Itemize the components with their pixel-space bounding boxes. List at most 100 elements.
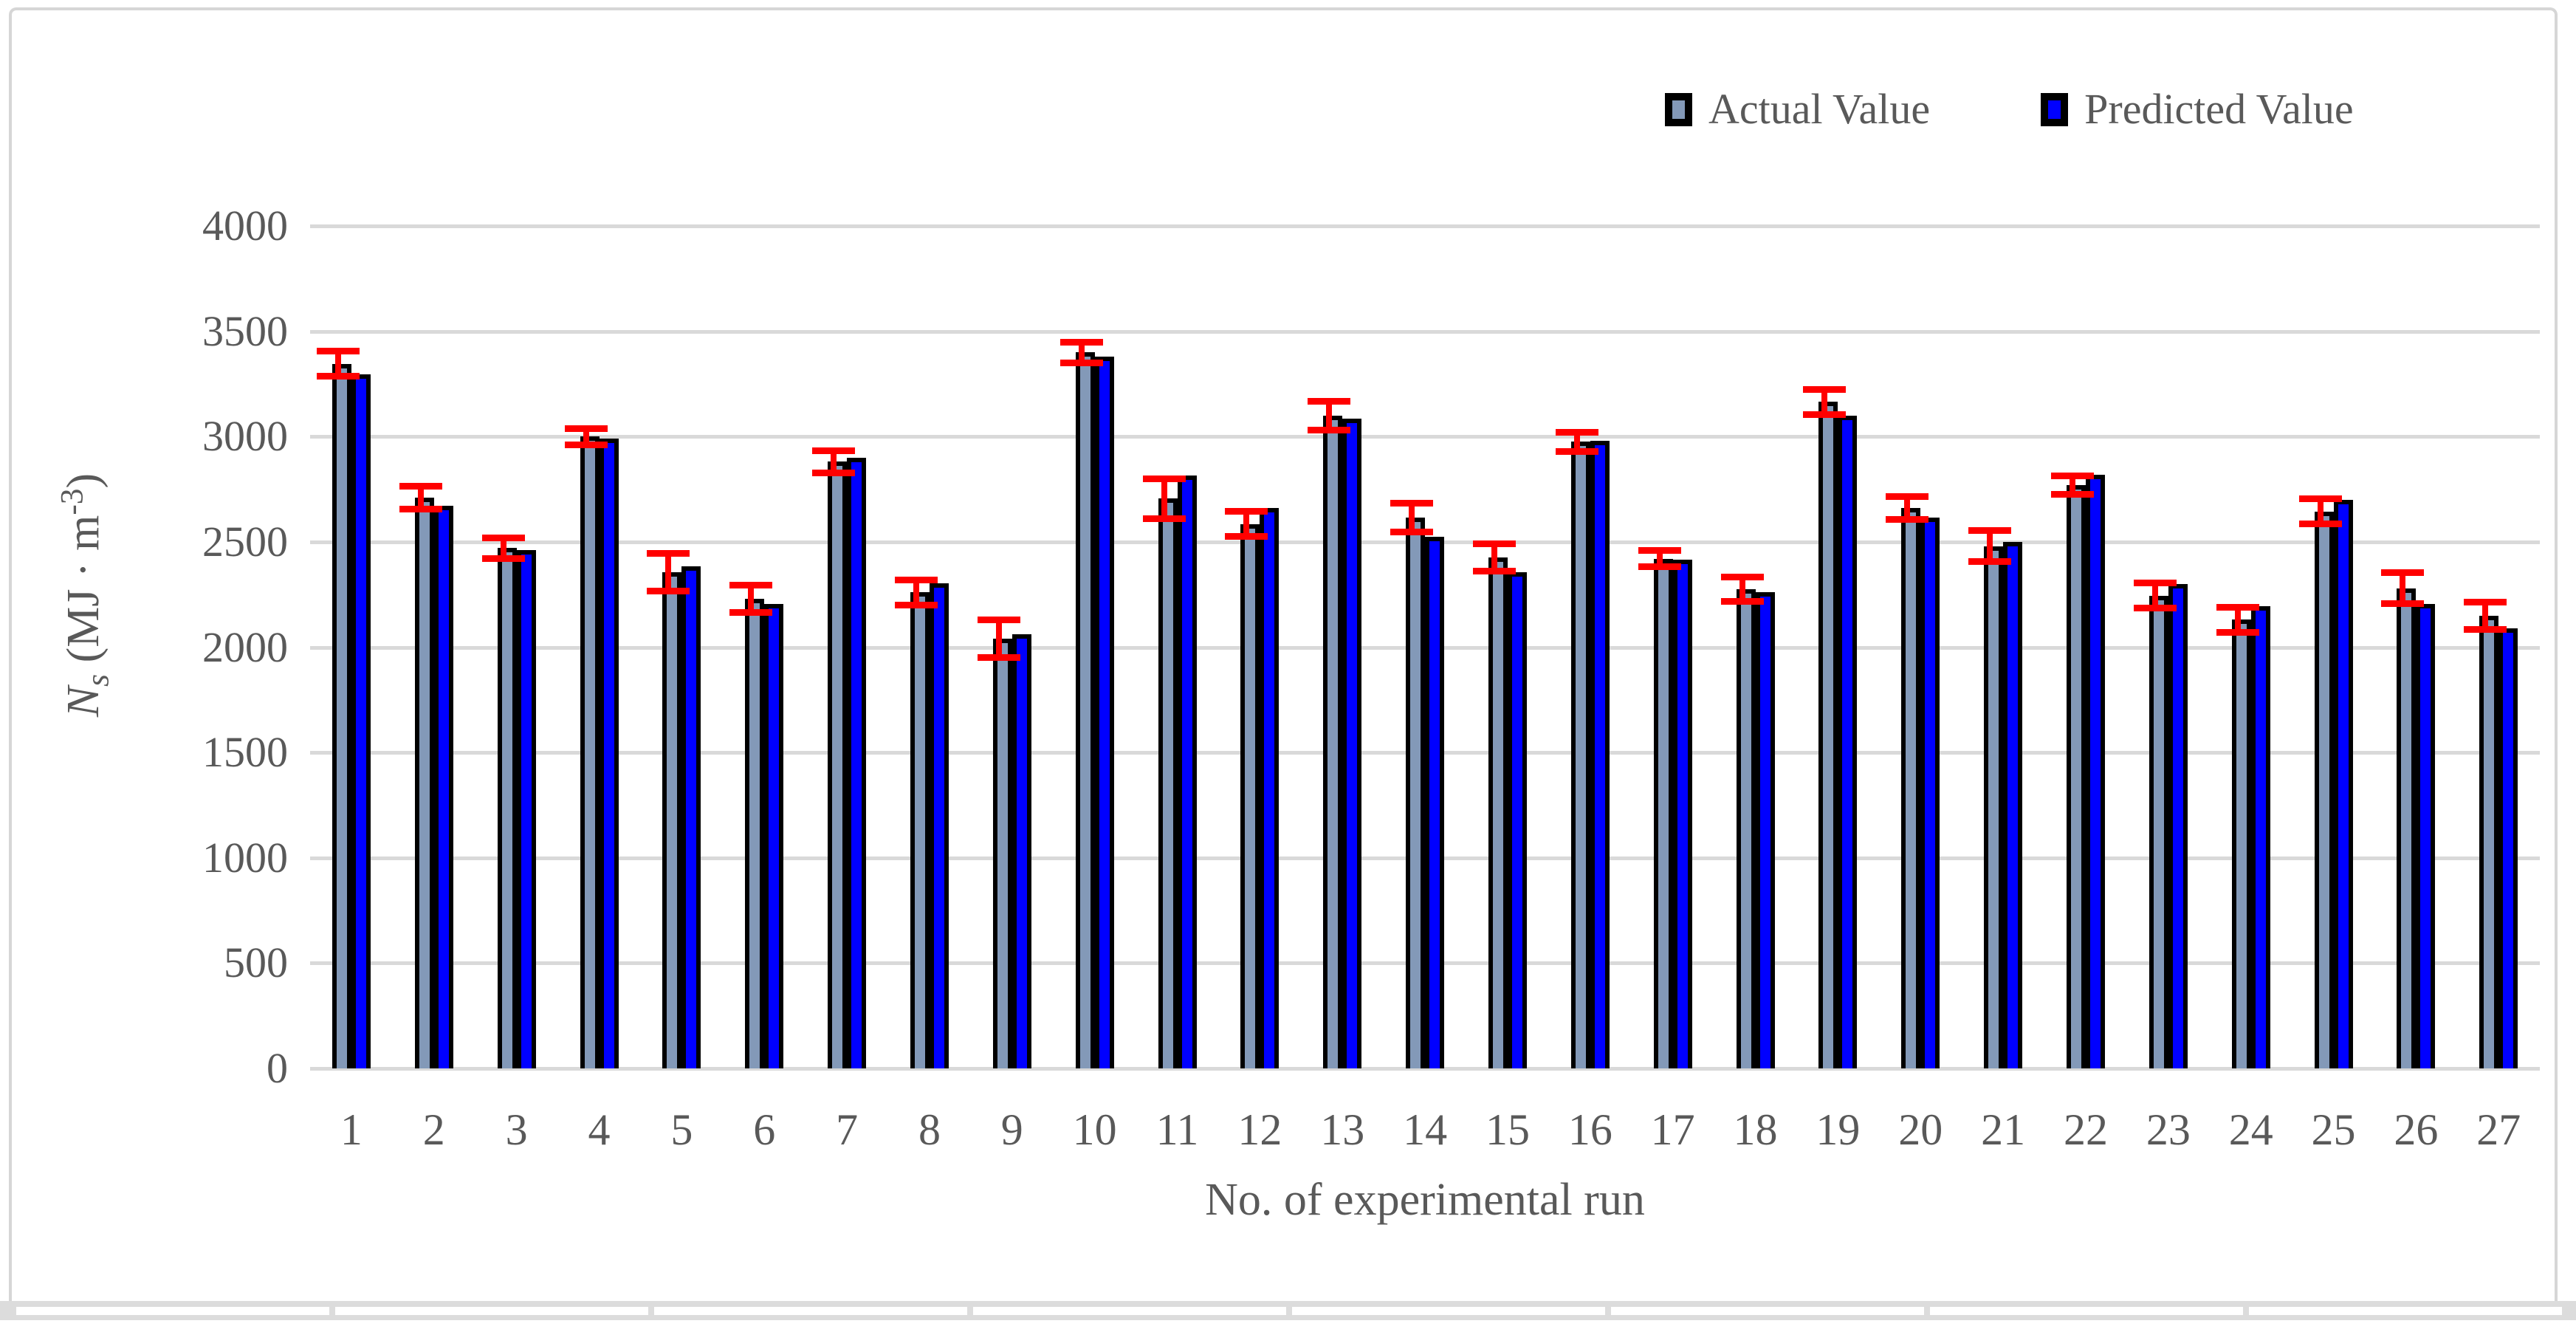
- error-bar: [812, 447, 856, 477]
- error-bar-stem: [2317, 495, 2323, 527]
- error-bar: [1472, 540, 1516, 575]
- error-bar: [399, 483, 442, 512]
- error-bar: [1555, 429, 1598, 455]
- error-bar: [564, 425, 608, 448]
- bar-pair: [745, 598, 784, 1068]
- predicted-bar: [2085, 474, 2105, 1068]
- predicted-bar: [764, 604, 784, 1068]
- bar-pair: [1488, 557, 1527, 1068]
- y-tick-label: 1000: [202, 833, 288, 882]
- x-tick-label: 2: [422, 1105, 445, 1154]
- table-strip-cell: [1292, 1307, 1605, 1315]
- bar-group: 14: [1384, 226, 1466, 1153]
- predicted-bar: [1838, 415, 1858, 1068]
- error-bar-cap-bottom: [977, 654, 1020, 662]
- error-bar-stem: [2482, 598, 2489, 633]
- x-axis-title: No. of experimental run: [1205, 1175, 1645, 1225]
- bar-group: 5: [640, 226, 723, 1153]
- x-tick-label: 11: [1155, 1105, 1199, 1154]
- gridline: [310, 435, 2540, 439]
- error-bar-cap-bottom: [2381, 600, 2425, 608]
- bar-pair: [580, 436, 619, 1068]
- error-bar-cap-bottom: [2133, 605, 2177, 612]
- error-bar-cap-bottom: [1803, 411, 1847, 418]
- actual-bar: [662, 572, 682, 1068]
- bar-pair: [1653, 558, 1692, 1068]
- bar-pair: [1984, 541, 2023, 1068]
- bar-group: 10: [1054, 226, 1136, 1153]
- actual-bar: [580, 436, 600, 1068]
- cropped-table-edge-strip: [0, 1301, 2576, 1320]
- actual-bar: [1323, 415, 1343, 1068]
- bar-pair: [2397, 588, 2436, 1068]
- x-tick-label: 24: [2228, 1105, 2273, 1154]
- predicted-bar: [1177, 476, 1197, 1068]
- bar-group: 11: [1136, 226, 1219, 1153]
- x-tick-label: 23: [2146, 1105, 2191, 1154]
- x-tick-label: 3: [505, 1105, 528, 1154]
- bar-pair: [2479, 615, 2518, 1068]
- error-bar-cap-bottom: [1472, 568, 1516, 575]
- x-tick-label: 20: [1898, 1105, 1943, 1154]
- bar-pair: [497, 548, 536, 1068]
- error-bar-cap-bottom: [1968, 558, 2012, 566]
- error-bar-stem: [500, 534, 506, 562]
- predicted-bar: [1755, 592, 1775, 1068]
- bar-group: 12: [1218, 226, 1301, 1153]
- actual-bar: [828, 461, 848, 1068]
- error-bar-stem: [334, 348, 341, 380]
- bar-group: 13: [1301, 226, 1384, 1153]
- error-bar-cap-bottom: [2464, 625, 2507, 633]
- error-bar-stem: [1161, 476, 1167, 522]
- bar-group: 27: [2457, 226, 2540, 1153]
- error-bar-stem: [831, 447, 837, 477]
- bar-group: 7: [806, 226, 888, 1153]
- error-bar-stem: [748, 582, 755, 616]
- predicted-bar: [847, 457, 867, 1068]
- bar-group: 19: [1796, 226, 1879, 1153]
- x-tick-label: 22: [2063, 1105, 2108, 1154]
- error-bar: [316, 348, 360, 380]
- error-bar: [1886, 493, 1929, 523]
- bar-group: 16: [1549, 226, 1632, 1153]
- predicted-bar: [1920, 518, 1940, 1068]
- table-strip-cell: [654, 1307, 967, 1315]
- bar-group: 20: [1879, 226, 1962, 1153]
- x-tick-label: 10: [1072, 1105, 1117, 1154]
- error-bar: [481, 534, 525, 562]
- error-bar-stem: [1573, 429, 1580, 455]
- bar-pair: [1323, 415, 1362, 1068]
- bar-pair: [1818, 402, 1858, 1068]
- table-strip-cell: [2249, 1307, 2562, 1315]
- actual-bar: [1158, 498, 1178, 1068]
- predicted-value-swatch-icon: [2041, 92, 2069, 126]
- error-bar-cap-bottom: [399, 505, 442, 512]
- y-axis-variable: N: [58, 686, 109, 718]
- error-bar: [2133, 580, 2177, 612]
- error-bar: [1968, 526, 2012, 566]
- chart-legend: Actual Value Predicted Value: [1665, 86, 2354, 133]
- x-tick-label: 19: [1816, 1105, 1861, 1154]
- y-tick-label: 4000: [202, 202, 288, 250]
- error-bar-cap-bottom: [1142, 515, 1186, 522]
- actual-bar: [332, 363, 351, 1068]
- bar-group: 21: [1962, 226, 2044, 1153]
- error-bar-cap-bottom: [481, 555, 525, 562]
- actual-bar: [2066, 484, 2086, 1068]
- error-bar-cap-bottom: [2216, 628, 2259, 636]
- actual-bar: [1653, 558, 1673, 1068]
- predicted-bar: [1672, 560, 1692, 1068]
- actual-bar: [1240, 523, 1260, 1068]
- error-bar: [1225, 508, 1268, 540]
- bar-group: 8: [888, 226, 971, 1153]
- bar-group: 18: [1714, 226, 1797, 1153]
- error-bar: [1059, 338, 1103, 366]
- bar-group: 1: [310, 226, 393, 1153]
- error-bar-cap-bottom: [2050, 490, 2094, 498]
- predicted-bar: [516, 550, 536, 1068]
- bar-pair: [828, 457, 867, 1068]
- predicted-bar: [2250, 605, 2270, 1068]
- actual-bar: [2149, 595, 2168, 1068]
- error-bar: [2464, 598, 2507, 633]
- legend-label-predicted: Predicted Value: [2084, 85, 2354, 133]
